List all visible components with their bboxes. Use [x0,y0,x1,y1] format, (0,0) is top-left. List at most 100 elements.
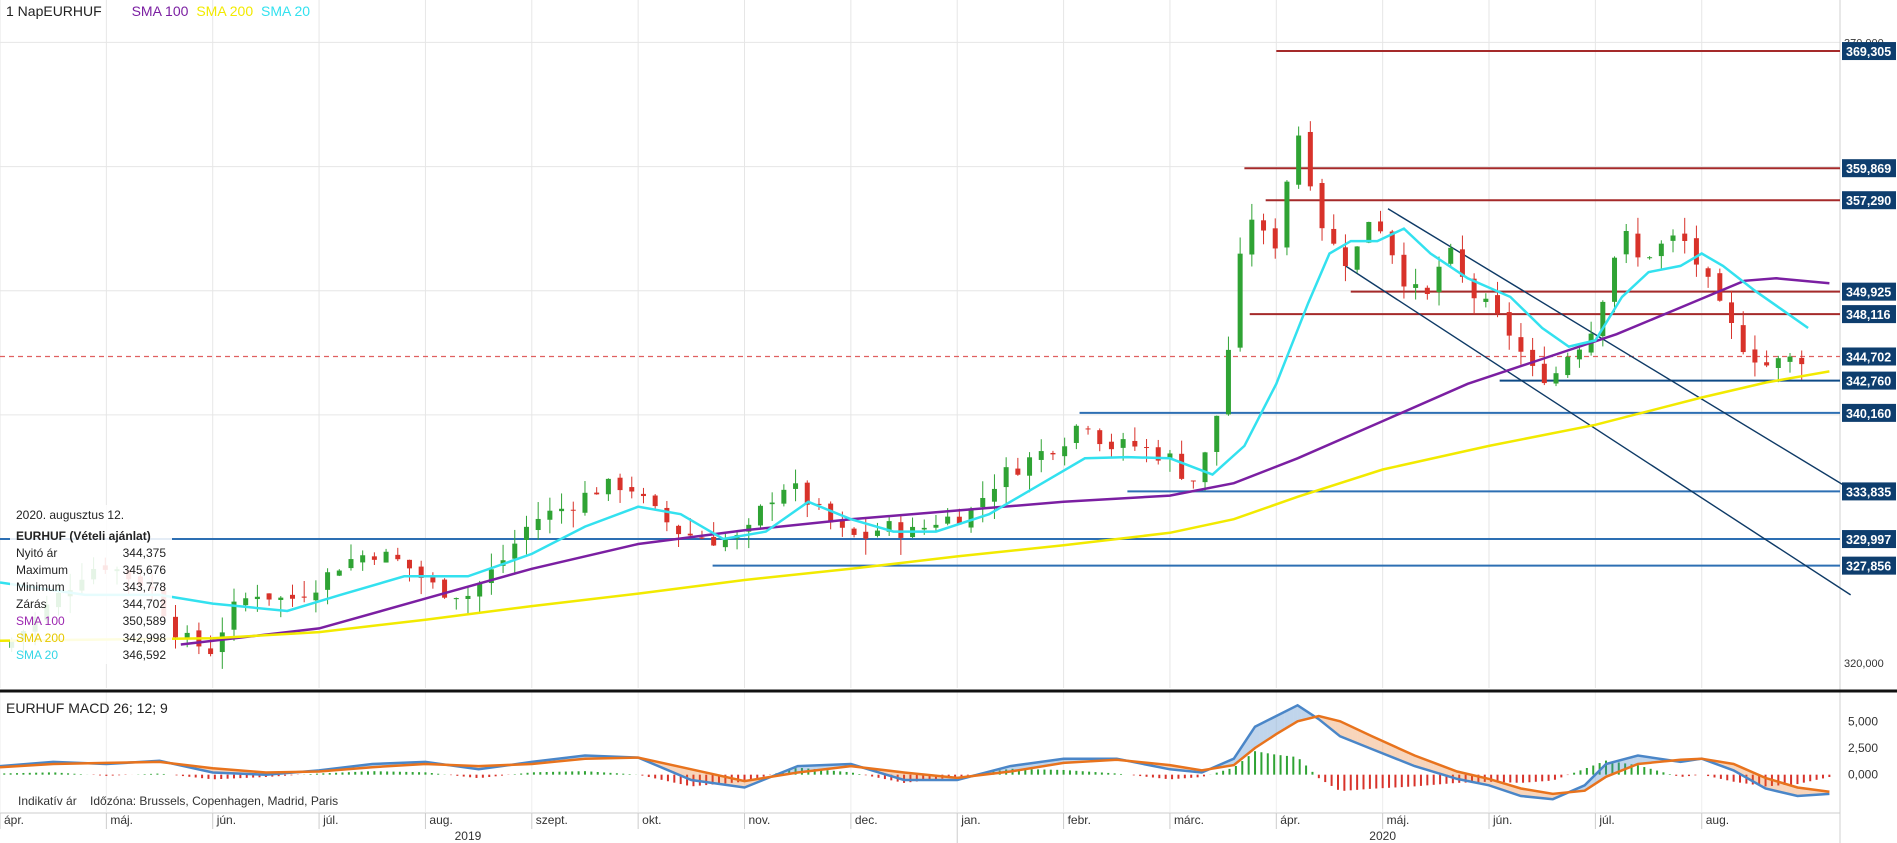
candle-body [1062,446,1068,457]
candle-body [266,593,272,600]
info-row-label: Zárás [16,597,47,611]
candle-body [512,543,518,559]
macd-fill [1263,720,1268,743]
macd-fill [723,776,728,786]
x-tick-label: ápr. [4,813,24,827]
candle-body [968,508,974,528]
macd-fill [693,769,698,781]
timezone[interactable]: Időzóna: Brussels, Copenhagen, Madrid, P… [90,794,339,808]
footer: Indikatív ár Időzóna: Brussels, Copenhag… [18,794,348,808]
x-tick-label: jan. [960,813,980,827]
price-axis: 370,000320,000369,305359,869357,290349,9… [1842,37,1896,670]
info-row-value: 344,702 [122,597,166,611]
x-tick-label: máj. [1387,813,1410,827]
x-tick-label: jún. [216,813,236,827]
candle-body [793,483,799,489]
macd-fill [910,773,915,780]
macd-fill [1289,707,1294,727]
macd-fill [710,773,715,784]
info-row-value: 343,778 [122,580,166,594]
level-tag-label: 359,869 [1846,162,1891,176]
level-tag [1842,159,1896,178]
candle-body [535,518,541,531]
candle-body [664,507,670,523]
candle-body [1027,457,1033,476]
candle-body [886,521,892,532]
macd-fill [1527,789,1532,798]
x-tick-label: nov. [749,813,771,827]
candle-body [465,595,471,599]
macd-fill [1429,761,1434,772]
candle-body [1249,219,1255,255]
candle-body [488,569,494,584]
level-tag [1842,556,1896,575]
candle-body [1073,425,1079,443]
x-tick-label: máj. [110,813,133,827]
candle-body [219,632,225,653]
interval-label[interactable]: 1 Nap [6,3,44,19]
sma200-legend[interactable]: SMA 200 [196,3,254,19]
candle-body [851,528,857,535]
macd-fill [1608,762,1613,776]
candle-body [1623,231,1629,255]
candle-body [254,596,260,600]
candle-body [1261,220,1267,231]
info-row: SMA 200 342,998 [10,630,172,647]
macd-fill [1259,722,1264,746]
macd-fill [1361,731,1366,747]
sma-100-line [180,277,1830,646]
macd-label[interactable]: EURHUF MACD 26; 12; 9 [6,700,168,716]
candle-body [570,509,576,511]
macd-y-tick-label: 2,500 [1848,741,1878,755]
symbol-label[interactable]: EURHUF [43,3,102,19]
macd-fill [1382,741,1387,756]
macd-fill [1369,735,1375,750]
candle-body [172,616,178,638]
macd-fill [1523,788,1528,797]
macd-fill [714,774,719,784]
candle-body [945,516,951,524]
year-label: 2020 [1369,829,1396,843]
x-tick-label: szept. [536,813,568,827]
trend-line [1387,208,1851,490]
candle-body [1658,243,1664,257]
candle-body [231,601,237,630]
candle-body [676,525,682,535]
candle-body [430,576,436,583]
info-row-label: Nyitó ár [16,546,58,560]
candle-body [1003,467,1009,488]
candle-body [605,478,611,495]
candle-body [699,537,705,539]
candle-body [313,592,319,601]
info-row: SMA 100 350,589 [10,613,172,630]
candle-body [1015,468,1021,475]
macd-y-tick-label: 5,000 [1848,714,1878,728]
candle-body [1155,447,1161,461]
info-title: EURHUF (Vételi ajánlat) [16,529,151,543]
macd-fill [1765,777,1770,790]
sma20-legend[interactable]: SMA 20 [261,3,311,19]
candle-body [687,533,693,536]
macd-fill [684,767,690,780]
candle-body [991,488,997,502]
macd-fill [1433,762,1438,774]
sma100-legend[interactable]: SMA 100 [131,3,189,19]
macd-fill [1425,759,1430,771]
candle-body [1202,452,1208,483]
candle-body [208,648,214,655]
level-tag-label: 329,997 [1846,533,1891,547]
macd-fill [1284,709,1290,730]
macd-fill [1276,713,1281,735]
macd-fill [1408,752,1413,766]
macd-fill [689,768,694,781]
macd-fill [1629,756,1634,768]
macd-fill [1344,723,1349,740]
chart-legend: 1 NapEURHUF SMA 100 SMA 200 SMA 20 [6,3,316,19]
candle-body [1342,247,1348,267]
macd-line [0,703,1830,801]
candle-body [243,598,249,606]
candle-body [1038,451,1044,460]
macd-fill [1642,756,1647,764]
info-row: Maximum 345,676 [10,562,172,579]
